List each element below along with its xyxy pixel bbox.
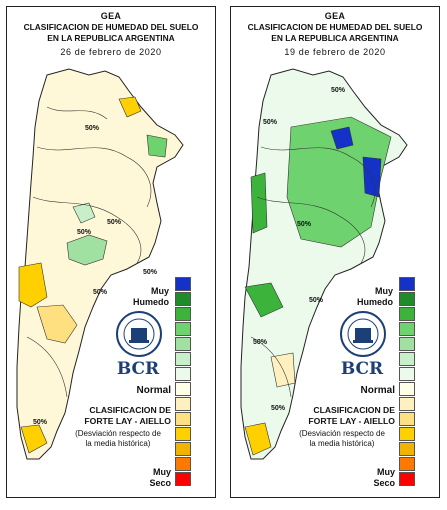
legend-color-cell [399, 337, 415, 351]
contour-label: 50% [331, 87, 346, 94]
contour-label: 50% [93, 289, 108, 296]
legend-color-cell [175, 442, 191, 456]
argentina-map-feb-19 [240, 68, 408, 460]
dry-zone-south [244, 422, 272, 456]
legend-color-cell [399, 397, 415, 411]
legend-color-cell [175, 382, 191, 396]
bcr-logo-text: BCR [340, 359, 384, 379]
legend-color-cell [175, 337, 191, 351]
map-panel-feb-19: GEA CLASIFICACION DE HUMEDAD DEL SUELO E… [230, 6, 440, 498]
wet-zone-center [286, 116, 392, 248]
legend-dry-label: Muy Seco [149, 467, 171, 488]
panel-title-line1: CLASIFICACION DE HUMEDAD DEL SUELO [247, 22, 423, 32]
map-panel-feb-26: GEA CLASIFICACION DE HUMEDAD DEL SUELO E… [6, 6, 216, 498]
legend-color-cell [399, 367, 415, 381]
wet-zone-northeast [146, 134, 168, 158]
contour-line [32, 196, 142, 264]
contour-line [26, 336, 68, 398]
legend-color-cell [399, 457, 415, 471]
legend-color-scale [175, 277, 191, 487]
very-wet-zone-northeast [330, 126, 354, 150]
legend-color-cell [175, 397, 191, 411]
legend-color-cell [175, 412, 191, 426]
contour-label: 50% [297, 221, 312, 228]
legend-color-cell [399, 427, 415, 441]
contour-label: 50% [263, 119, 278, 126]
dry-zone-north [118, 96, 142, 118]
panel-title-line1: CLASIFICACION DE HUMEDAD DEL SUELO [23, 22, 199, 32]
legend-color-cell [175, 352, 191, 366]
panel-date: 19 de febrero de 2020 [284, 47, 386, 57]
legend-color-cell [399, 292, 415, 306]
legend-color-cell [175, 367, 191, 381]
panel-date: 26 de febrero de 2020 [60, 47, 162, 57]
contour-label: 50% [309, 297, 324, 304]
contour-line [256, 196, 366, 264]
legend-color-cell [399, 352, 415, 366]
legend-color-cell [399, 307, 415, 321]
classification-note: (Desviación respecto de la media históric… [75, 429, 161, 448]
argentina-map-feb-26 [16, 68, 184, 460]
dry-zone-south [20, 424, 48, 454]
contour-label: 50% [33, 419, 48, 426]
contour-label: 50% [77, 229, 92, 236]
contour-line [260, 146, 376, 208]
legend-color-cell [175, 472, 191, 486]
legend-color-cell [399, 442, 415, 456]
legend-color-cell [175, 427, 191, 441]
legend-color-cell [399, 472, 415, 486]
legend-color-cell [399, 412, 415, 426]
legend-color-cell [175, 457, 191, 471]
wet-zone-west [250, 172, 268, 234]
dry-zone-patagonia [36, 304, 78, 344]
classification-title: CLASIFICACION DE FORTE LAY - AIELLO [308, 405, 395, 426]
dry-zone-west [18, 262, 48, 308]
classification-title: CLASIFICACION DE FORTE LAY - AIELLO [84, 405, 171, 426]
legend-color-cell [175, 322, 191, 336]
bcr-seal-icon [116, 311, 162, 357]
bcr-logo-text: BCR [116, 359, 160, 379]
contour-line [46, 106, 108, 120]
bcr-seal-icon [340, 311, 386, 357]
panel-title-line2: EN LA REPUBLICA ARGENTINA [47, 33, 175, 43]
legend-color-cell [399, 322, 415, 336]
legend-normal-label: Normal [136, 385, 171, 396]
classification-note: (Desviación respecto de la media históric… [299, 429, 385, 448]
legend-wet-label: Muy Humedo [357, 286, 393, 307]
legend-color-cell [399, 277, 415, 291]
legend-normal-label: Normal [360, 385, 395, 396]
panel-title-line2: EN LA REPUBLICA ARGENTINA [271, 33, 399, 43]
contour-line [36, 146, 152, 208]
legend-color-cell [175, 277, 191, 291]
legend-color-scale [399, 277, 415, 487]
panel-agency: GEA [100, 11, 122, 21]
contour-line [250, 336, 292, 398]
contour-label: 50% [143, 269, 158, 276]
contour-label: 50% [271, 405, 286, 412]
legend-color-cell [175, 292, 191, 306]
argentina-land [16, 68, 184, 460]
panel-agency: GEA [324, 11, 346, 21]
contour-label: 50% [107, 219, 122, 226]
contour-label: 50% [85, 125, 100, 132]
wet-zone-south [244, 282, 284, 318]
wet-zone-center [66, 234, 108, 266]
legend-color-cell [175, 307, 191, 321]
legend-dry-label: Muy Seco [373, 467, 395, 488]
legend-color-cell [399, 382, 415, 396]
contour-label: 50% [253, 339, 268, 346]
legend-wet-label: Muy Humedo [133, 286, 169, 307]
